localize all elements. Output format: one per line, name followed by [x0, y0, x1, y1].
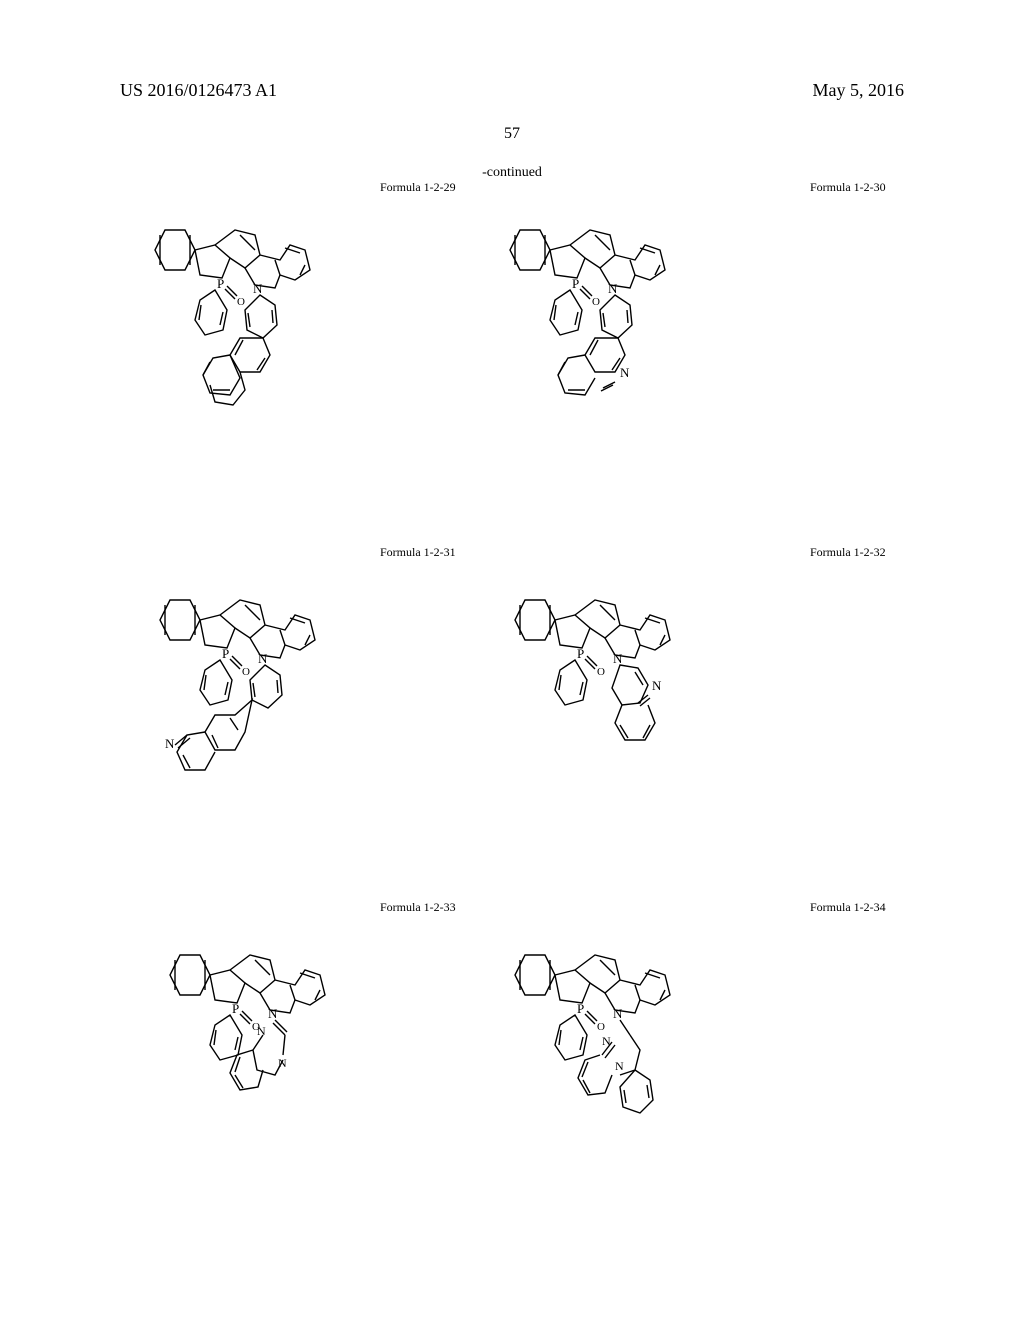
- svg-text:N: N: [615, 1059, 624, 1073]
- publication-number: US 2016/0126473 A1: [120, 80, 277, 101]
- svg-text:O: O: [592, 296, 600, 308]
- svg-text:N: N: [165, 736, 175, 751]
- svg-text:N: N: [613, 1006, 623, 1021]
- formula-label: Formula 1-2-33: [380, 900, 456, 915]
- page-number: 57: [504, 125, 520, 143]
- formula-label: Formula 1-2-31: [380, 545, 456, 560]
- chemical-structure: P O N N N: [500, 915, 710, 1245]
- continued-label: -continued: [482, 165, 542, 181]
- svg-text:N: N: [652, 678, 662, 693]
- svg-text:P: P: [572, 276, 579, 291]
- svg-text:P: P: [222, 646, 229, 661]
- svg-text:O: O: [237, 296, 245, 308]
- chemical-structure: P O N N N: [155, 915, 355, 1165]
- svg-text:O: O: [242, 666, 250, 678]
- formula-label: Formula 1-2-29: [380, 180, 456, 195]
- svg-text:N: N: [257, 1024, 266, 1038]
- svg-text:N: N: [258, 651, 268, 666]
- svg-text:O: O: [597, 1021, 605, 1033]
- chemical-structure: P O N N: [500, 560, 710, 810]
- svg-text:P: P: [577, 646, 584, 661]
- svg-text:N: N: [613, 651, 623, 666]
- formula-label: Formula 1-2-34: [810, 900, 886, 915]
- svg-text:P: P: [217, 276, 224, 291]
- chemical-structure: P O N N: [495, 190, 695, 510]
- svg-text:O: O: [597, 666, 605, 678]
- svg-text:P: P: [577, 1001, 584, 1016]
- formula-label: Formula 1-2-30: [810, 180, 886, 195]
- svg-text:P: P: [232, 1001, 239, 1016]
- formula-label: Formula 1-2-32: [810, 545, 886, 560]
- publication-date: May 5, 2016: [813, 80, 905, 101]
- svg-text:N: N: [620, 365, 630, 380]
- svg-text:N: N: [268, 1006, 278, 1021]
- chemical-structure: P O N N: [115, 560, 335, 860]
- svg-text:N: N: [253, 281, 263, 296]
- chemical-structure: P O N: [145, 190, 335, 500]
- svg-text:N: N: [608, 281, 618, 296]
